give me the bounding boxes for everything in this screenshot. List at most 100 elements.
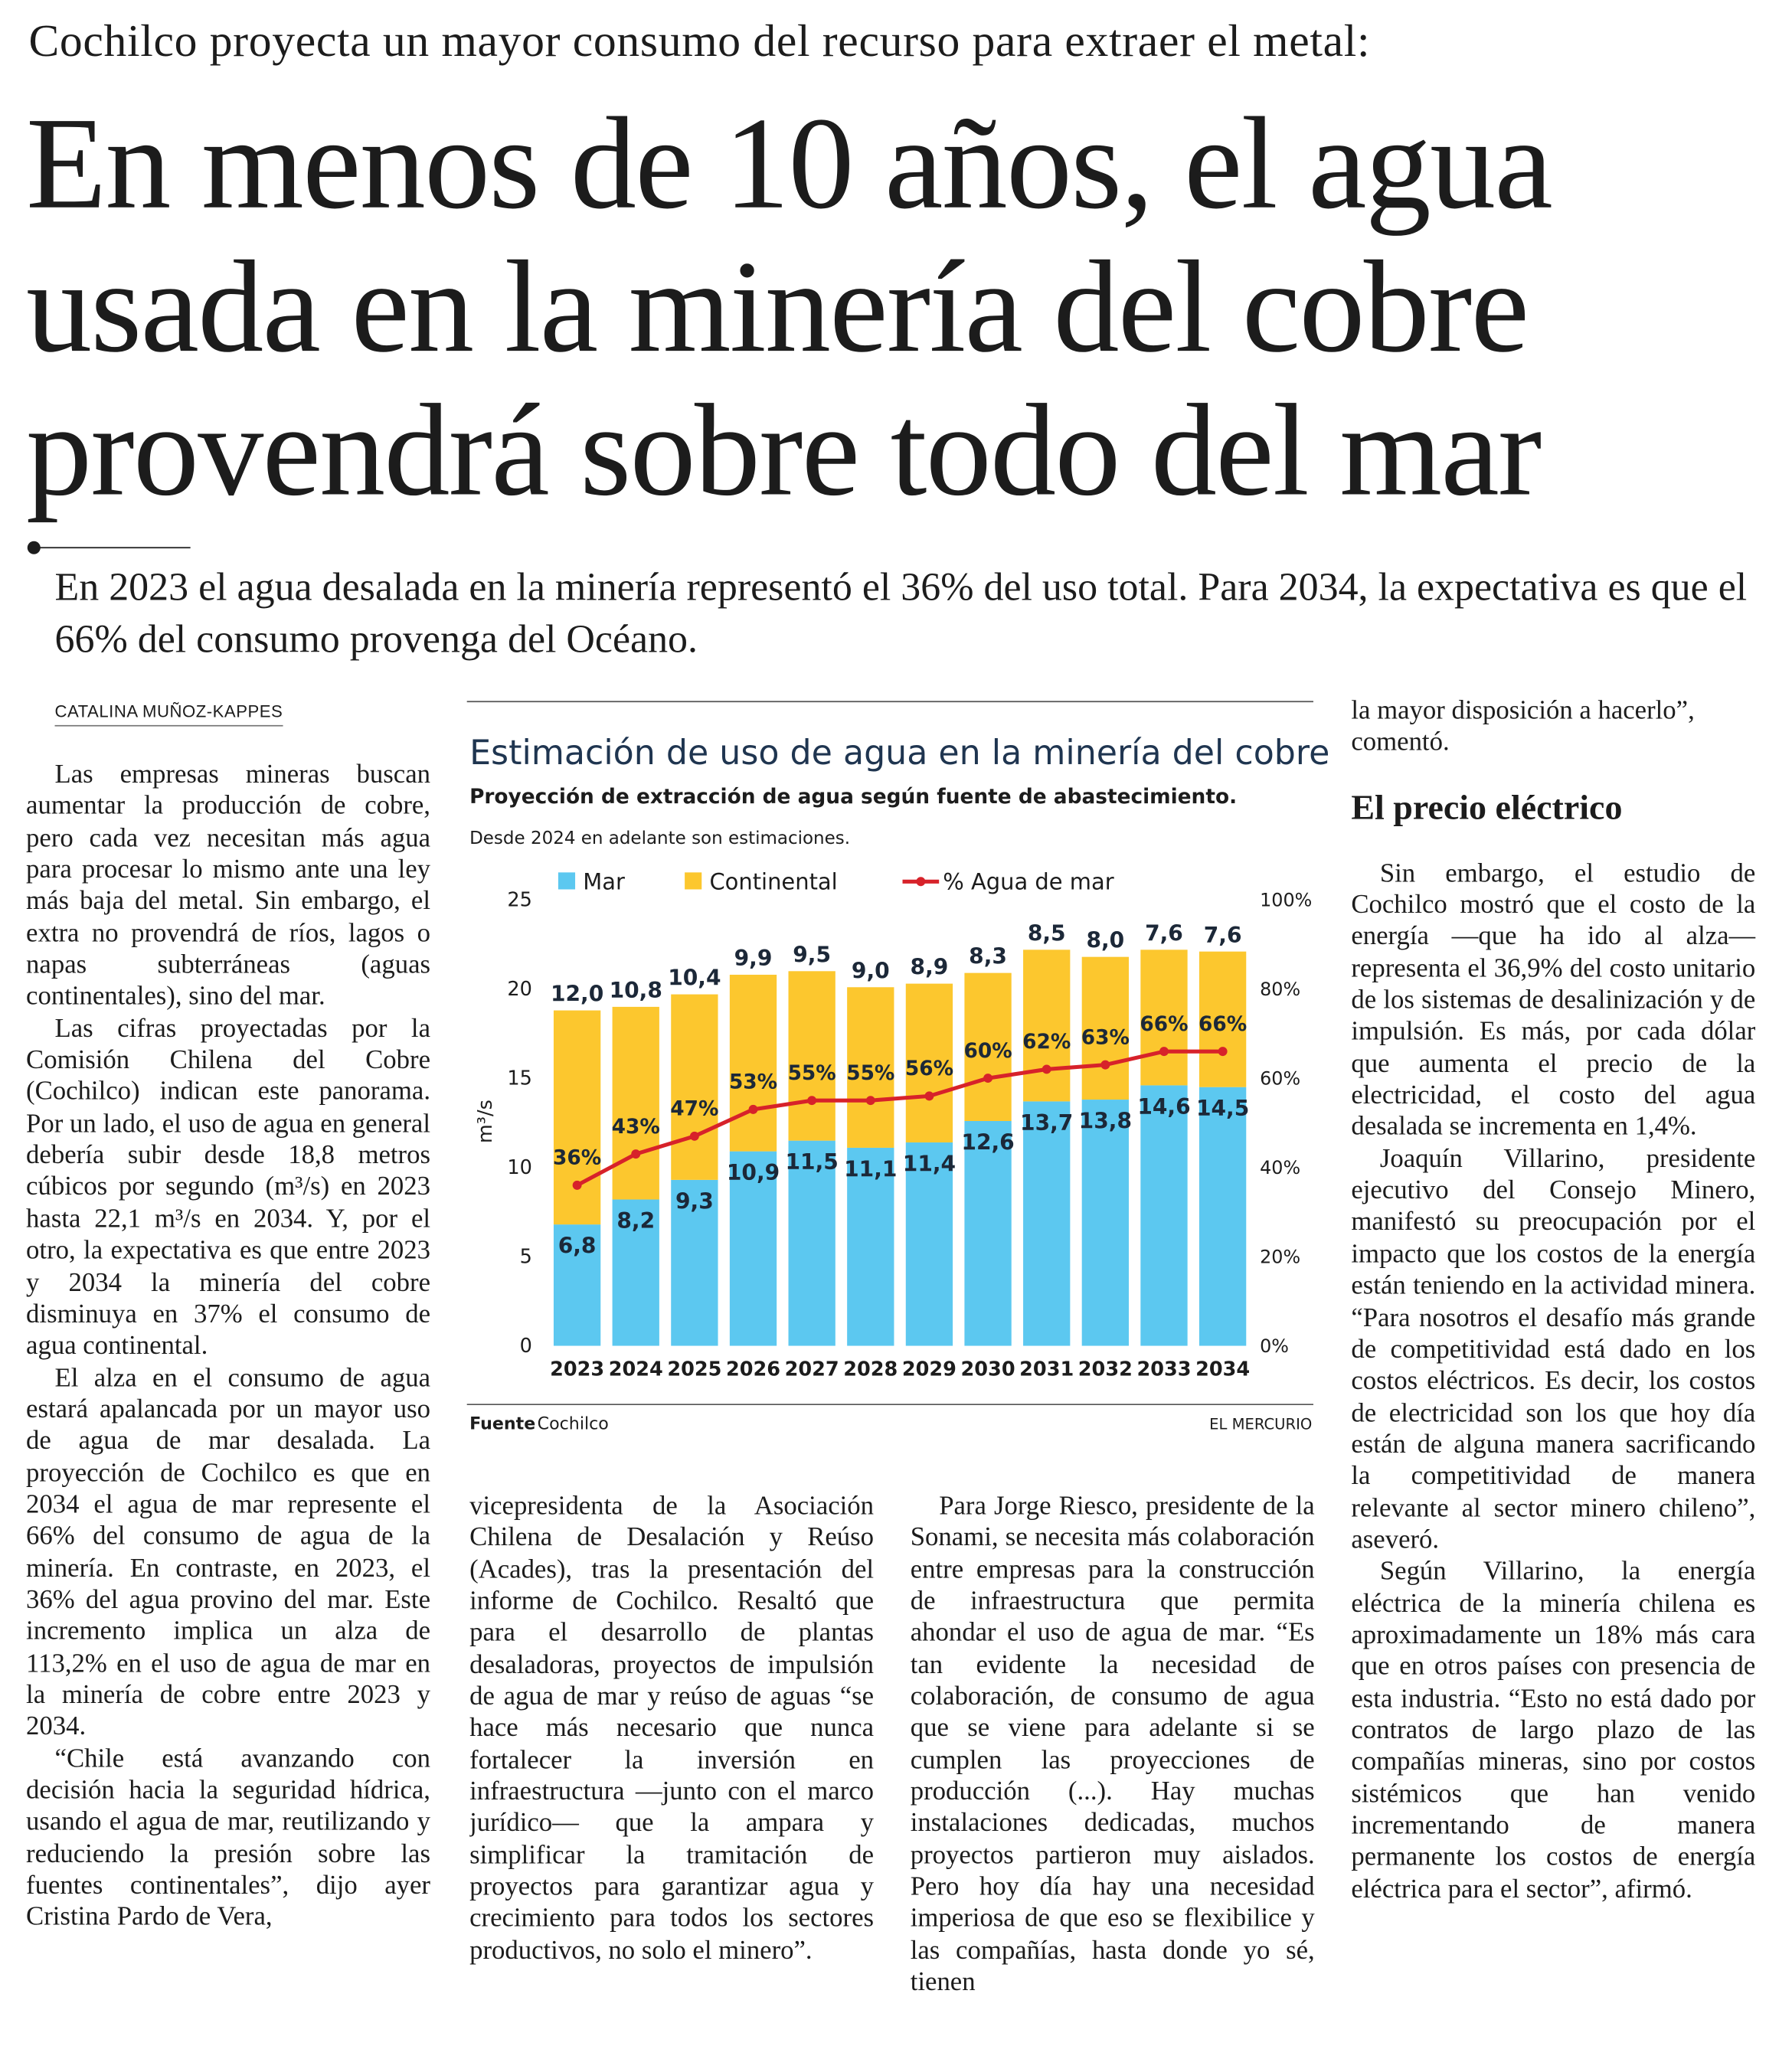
body-column: la mayor disposición a hacerlo”, comentó… [1351, 695, 1755, 2005]
line-point [983, 1074, 993, 1083]
data-label: 13,7 [1020, 1110, 1073, 1136]
body-column: Para Jorge Riesco, presidente de la Sona… [911, 1491, 1315, 2005]
bar-segment [905, 983, 953, 1142]
x-tick-label: 2027 [785, 1358, 839, 1381]
data-label: 7,6 [1204, 923, 1242, 948]
body-column: Las empresas mineras buscan aumentar la … [26, 759, 430, 2004]
data-label: 43% [612, 1116, 660, 1139]
bar-segment [1081, 1100, 1129, 1346]
kicker: Cochilco proyecta un mayor consumo del r… [28, 15, 1371, 67]
data-label: 9,5 [793, 942, 831, 967]
data-label: 53% [729, 1071, 777, 1094]
data-label: 7,6 [1145, 920, 1183, 946]
bar-segment [671, 994, 718, 1180]
line-point [572, 1180, 582, 1190]
paragraph: Para Jorge Riesco, presidente de la Sona… [910, 1492, 1315, 1997]
data-label: 11,5 [785, 1149, 838, 1175]
line-point [1159, 1047, 1169, 1057]
line-point [1100, 1060, 1110, 1070]
x-tick-label: 2029 [902, 1358, 956, 1381]
y2-tick-label: 60% [1260, 1068, 1300, 1090]
subheading: El precio eléctrico [1351, 787, 1623, 827]
data-label: 9,9 [734, 946, 773, 971]
y-tick-label: 15 [507, 1067, 532, 1090]
chart-subtitle: Proyección de extracción de agua según f… [469, 786, 1237, 809]
line-series [576, 1049, 1223, 1188]
data-label: 12,6 [961, 1129, 1014, 1155]
line-point [631, 1149, 641, 1159]
x-tick-label: 2034 [1195, 1358, 1250, 1381]
data-label: 14,5 [1196, 1096, 1249, 1121]
line-point [689, 1131, 699, 1141]
legend-label: Continental [709, 868, 837, 894]
bar-segment [612, 1006, 659, 1200]
bar-segment [905, 1142, 953, 1346]
data-label: 14,6 [1137, 1094, 1190, 1119]
bar-segment [964, 1121, 1012, 1346]
bar-segment [788, 1140, 836, 1346]
x-tick-label: 2026 [726, 1358, 780, 1381]
bar-segment [847, 1147, 894, 1346]
chart-title: Estimación de uso de agua en la minería … [469, 734, 1329, 773]
data-label: 8,9 [911, 955, 949, 980]
paragraph: Joaquín Villarino, presidente ejecutivo … [1351, 1144, 1756, 1554]
data-label: 8,3 [969, 944, 1007, 969]
bar-segment [729, 1151, 777, 1346]
bar-segment [1023, 949, 1071, 1102]
line-point [1218, 1047, 1228, 1057]
data-label: 47% [670, 1098, 718, 1121]
x-tick-label: 2024 [609, 1358, 663, 1381]
paragraph: Según Villarino, la energía eléctrica de… [1351, 1557, 1756, 1904]
source-label: Fuente [469, 1414, 535, 1434]
data-label: 11,1 [844, 1156, 897, 1182]
data-label: 12,0 [551, 982, 603, 1007]
y-tick-label: 20 [507, 978, 532, 1001]
data-label: 36% [553, 1147, 601, 1170]
body-column: vicepresidenta de la Asociación Chilena … [469, 1491, 874, 2005]
headline-line: usada en la minería del cobre [26, 233, 1529, 380]
legend-swatch [558, 872, 576, 890]
legend-label: Mar [583, 868, 625, 894]
data-label: 66% [1140, 1013, 1188, 1036]
y-tick-label: 5 [520, 1246, 532, 1269]
bar-segment [1081, 956, 1129, 1100]
x-tick-label: 2033 [1136, 1358, 1191, 1381]
bar-segment [964, 972, 1012, 1122]
data-label: 55% [846, 1062, 894, 1085]
y2-tick-label: 80% [1260, 979, 1300, 1000]
bar-segment [553, 1224, 601, 1346]
data-label: 55% [788, 1062, 836, 1085]
bar-segment [1140, 1085, 1188, 1346]
bar-segment [671, 1179, 718, 1346]
paragraph: Las cifras proyectadas por la Comisión C… [26, 1014, 431, 1361]
bar-segment [788, 971, 836, 1141]
bar-segment [553, 1010, 601, 1225]
paragraph: Las empresas mineras buscan aumentar la … [26, 760, 431, 1012]
bar-segment [729, 974, 777, 1152]
data-label: 62% [1022, 1031, 1071, 1054]
bar-segment [847, 987, 894, 1148]
line-point [865, 1096, 875, 1106]
data-label: 56% [905, 1057, 953, 1080]
paragraph: la mayor disposición a hacerlo”, comentó… [1351, 696, 1695, 757]
line-point [924, 1091, 934, 1101]
source: Cochilco [538, 1414, 609, 1434]
paragraph: El alza en el consumo de agua estará apa… [26, 1363, 431, 1742]
x-tick-label: 2031 [1019, 1358, 1074, 1381]
bar-segment [1023, 1101, 1071, 1346]
data-label: 63% [1081, 1026, 1130, 1049]
data-label: 9,3 [675, 1188, 714, 1214]
line-point [807, 1096, 817, 1106]
data-label: 8,5 [1028, 920, 1066, 946]
headline-line: En menos de 10 años, el agua [26, 90, 1553, 237]
data-label: 10,4 [668, 966, 721, 991]
headline: En menos de 10 años, el agua usada en la… [26, 90, 1553, 523]
deck: En 2023 el agua desalada en la minería r… [54, 564, 1748, 662]
x-tick-label: 2030 [961, 1358, 1015, 1381]
data-label: 11,4 [903, 1151, 956, 1176]
legend-label: % Agua de mar [943, 868, 1113, 894]
headline-line: provendrá sobre todo del mar [26, 377, 1542, 523]
